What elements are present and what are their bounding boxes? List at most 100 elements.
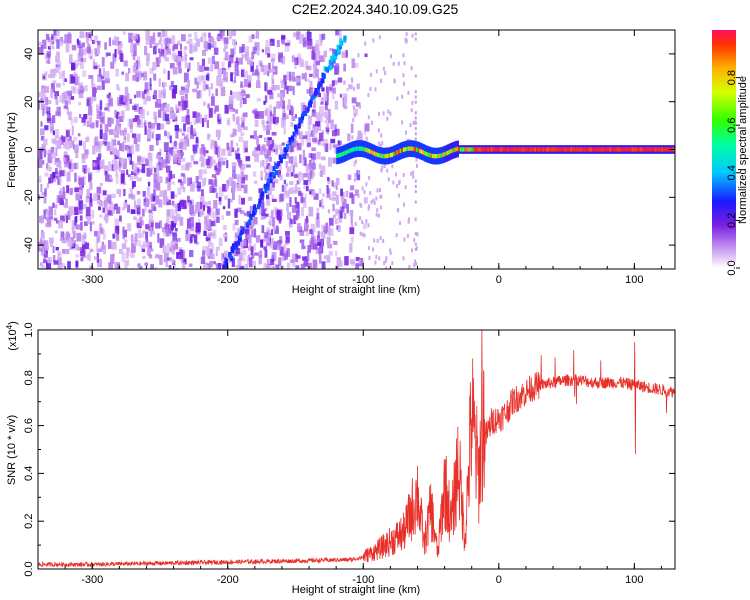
- heatmap-cell: [178, 56, 184, 62]
- heatmap-cell: [147, 241, 153, 252]
- heatmap-cell: [304, 72, 307, 82]
- heatmap-cell: [177, 61, 182, 69]
- heatmap-cell: [306, 31, 312, 41]
- heatmap-cell: [283, 127, 286, 135]
- heatmap-cell: [90, 122, 95, 129]
- heatmap-cell: [534, 147, 538, 152]
- heatmap-cell: [225, 183, 229, 191]
- heatmap-cell: [364, 53, 368, 57]
- heatmap-cell: [313, 243, 318, 250]
- heatmap-cell: [149, 67, 154, 74]
- heatmap-cell: [235, 236, 240, 242]
- heatmap-cell: [114, 262, 119, 269]
- heatmap-cell: [199, 90, 202, 99]
- heatmap-cell: [286, 144, 289, 150]
- heatmap-cell: [43, 196, 47, 204]
- heatmap-cell: [209, 253, 215, 260]
- heatmap-cell: [254, 111, 260, 118]
- heatmap-cell: [71, 220, 76, 229]
- heatmap-cell: [350, 77, 353, 82]
- heatmap-cell: [127, 204, 130, 213]
- heatmap-cell: [136, 177, 142, 182]
- heatmap-cell: [428, 153, 432, 158]
- heatmap-cell: [266, 163, 271, 170]
- heatmap-cell: [55, 129, 60, 138]
- heatmap-cell: [237, 228, 242, 233]
- heatmap-cell: [427, 152, 430, 157]
- heatmap-cell: [349, 148, 352, 153]
- heatmap-cell: [116, 206, 121, 214]
- heatmap-cell: [190, 125, 193, 135]
- heatmap-cell: [377, 128, 380, 133]
- heatmap-cell: [383, 164, 386, 168]
- heatmap-cell: [510, 147, 513, 152]
- heatmap-cell: [328, 86, 333, 91]
- heatmap-cell: [191, 130, 196, 135]
- heatmap-cell: [343, 105, 348, 109]
- heatmap-cell: [288, 140, 292, 146]
- heatmap-cell: [223, 233, 228, 238]
- heatmap-cell: [302, 135, 308, 140]
- heatmap-cell: [301, 111, 305, 117]
- heatmap-cell: [305, 230, 309, 236]
- heatmap-cell: [304, 111, 308, 116]
- heatmap-cell: [46, 51, 51, 58]
- heatmap-cell: [337, 153, 341, 158]
- heatmap-cell: [216, 216, 220, 223]
- heatmap-cell: [313, 69, 316, 79]
- heatmap-cell: [239, 265, 244, 269]
- heatmap-cell: [127, 223, 132, 232]
- heatmap-cell: [104, 212, 109, 218]
- heatmap-cell: [231, 243, 235, 249]
- heatmap-cell: [204, 114, 208, 123]
- heatmap-cell: [277, 241, 282, 251]
- heatmap-cell: [327, 108, 331, 117]
- heatmap-cell: [521, 147, 525, 152]
- heatmap-cell: [248, 57, 252, 61]
- x-tick-label: -100: [352, 274, 374, 286]
- heatmap-cell: [64, 203, 68, 208]
- heatmap-cell: [502, 147, 505, 152]
- heatmap-cell: [43, 240, 46, 250]
- heatmap-cell: [295, 201, 300, 209]
- heatmap-cell: [379, 236, 382, 241]
- heatmap-cell: [115, 119, 120, 127]
- heatmap-cell: [374, 260, 377, 265]
- heatmap-cell: [158, 40, 162, 45]
- heatmap-cell: [144, 262, 148, 266]
- heatmap-cell: [451, 148, 455, 153]
- heatmap-cell: [167, 257, 172, 261]
- heatmap-cell: [244, 212, 247, 216]
- heatmap-cell: [42, 75, 45, 79]
- heatmap-cell: [226, 142, 230, 151]
- y-tick-label: 0.2: [23, 514, 35, 529]
- heatmap-cell: [140, 156, 146, 162]
- heatmap-cell: [256, 135, 259, 146]
- heatmap-cell: [129, 188, 133, 194]
- heatmap-cell: [575, 147, 578, 152]
- heatmap-cell: [382, 66, 385, 71]
- heatmap-cell: [256, 97, 261, 102]
- heatmap-cell: [529, 147, 533, 152]
- heatmap-cell: [526, 147, 529, 152]
- heatmap-cell: [235, 264, 239, 269]
- heatmap-cell: [101, 75, 105, 80]
- heatmap-cell: [91, 75, 94, 85]
- heatmap-cell: [411, 100, 414, 105]
- heatmap-cell: [312, 123, 316, 132]
- heatmap-cell: [181, 116, 187, 123]
- heatmap-cell: [269, 258, 275, 265]
- heatmap-cell: [326, 232, 331, 236]
- heatmap-cell: [89, 202, 92, 206]
- heatmap-cell: [346, 203, 349, 214]
- colorbar-tick-label: 0.8: [726, 70, 738, 85]
- heatmap-cell: [332, 191, 337, 197]
- heatmap-cell: [193, 161, 199, 165]
- heatmap-cell: [45, 150, 48, 155]
- heatmap-cell: [52, 246, 55, 253]
- heatmap-cell: [207, 66, 211, 71]
- heatmap-cell: [106, 52, 111, 56]
- heatmap-cell: [146, 167, 151, 177]
- heatmap-cell: [66, 106, 69, 115]
